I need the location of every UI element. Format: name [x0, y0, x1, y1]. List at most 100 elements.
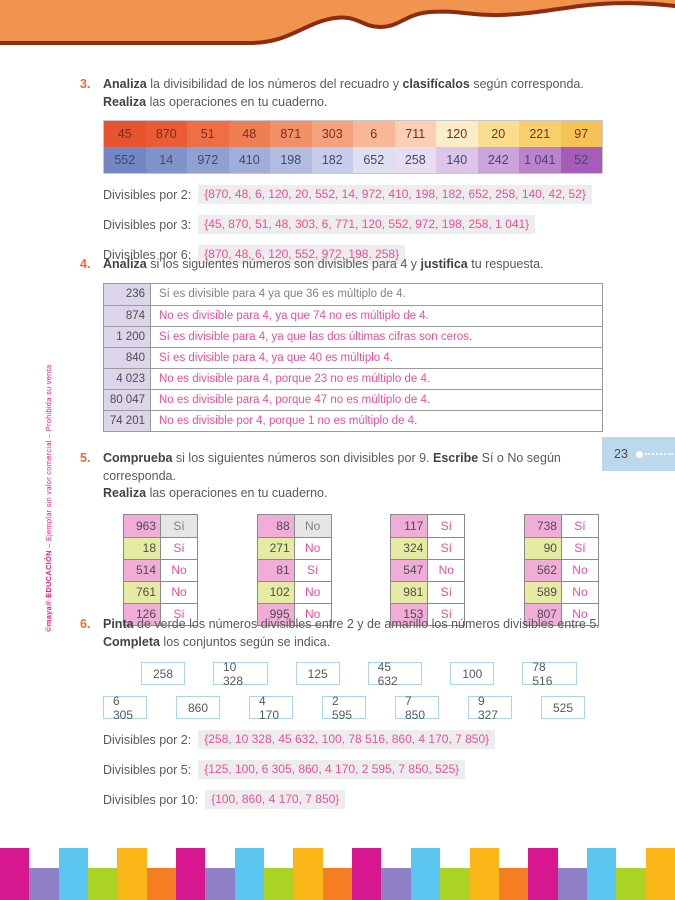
row-answer: Sí: [440, 518, 452, 533]
row-number: 807: [524, 603, 562, 625]
row-number: 80 047: [104, 389, 151, 410]
tab-dotted-line: [644, 453, 673, 455]
exercise-6-box-row-2: 6 305 860 4 170 2 595 7 850 9 327 525: [103, 694, 605, 722]
exercise-3: 3. Analiza la divisibilidad de los númer…: [80, 76, 608, 264]
number-box: 258: [141, 662, 185, 685]
number-box: 4 170: [249, 694, 293, 722]
exercise-6-box-row-1: 258 10 328 125 45 632 100 78 516: [103, 660, 605, 688]
row-answer: Sí: [306, 563, 319, 577]
row-number: 236: [104, 283, 151, 305]
footer-color-blocks: [0, 848, 675, 900]
row-answer: Sí: [574, 518, 586, 533]
row-number: 126: [124, 603, 161, 625]
number-box: 525: [541, 696, 585, 719]
table-row: 88 No: [257, 514, 331, 537]
number-cell: 198: [270, 147, 312, 173]
answer-set-value: {125, 100, 6 305, 860, 4 170, 2 595, 7 8…: [198, 760, 466, 779]
answer-label: Divisibles por 3:: [103, 217, 192, 232]
row-number: 1 200: [104, 326, 151, 347]
number-cell: 258: [394, 147, 436, 173]
answer-set-value: {258, 10 328, 45 632, 100, 78 516, 860, …: [198, 730, 496, 749]
answer-label: Divisibles por 2:: [103, 187, 192, 202]
color-block: [616, 868, 646, 900]
answer-label: Divisibles por 2:: [103, 732, 192, 747]
mini-table: 963 Sí 18 Sí 514 No 761 No 126 Sí: [123, 513, 198, 626]
color-block: [176, 848, 206, 900]
color-block: [381, 868, 411, 900]
answer-set-value: {100, 860, 4 170, 7 850}: [205, 790, 346, 809]
table-row: 81 Sí: [257, 558, 331, 581]
heading-text: la divisibilidad de los números del recu…: [146, 77, 403, 91]
divisible-answer-line: Divisibles por 5: {125, 100, 6 305, 860, …: [103, 760, 605, 779]
row-number: 874: [104, 305, 151, 326]
table-row: 80 047 No es divisible para 4, porque 47 …: [104, 388, 602, 410]
number-cell: 45: [104, 121, 146, 147]
row-justification: Sí es divisible para 4, ya que 40 es múl…: [159, 351, 393, 364]
color-block: [88, 868, 118, 900]
row-number: 840: [104, 347, 151, 368]
table-row: 514 No: [124, 558, 197, 581]
mini-table: 738 Sí 90 Sí 562 No 589 No 807 No: [523, 513, 599, 626]
mini-table: 88 No 271 No 81 Sí 102 No 995 No: [256, 513, 332, 626]
color-block: [0, 848, 30, 900]
number-box: 6 305: [103, 694, 147, 722]
row-number: 74 201: [104, 410, 151, 431]
heading-text: Sí o No según corresponda.: [103, 451, 561, 483]
number-cell: 410: [228, 147, 270, 173]
row-number: 981: [391, 581, 429, 603]
number-cell: 711: [394, 121, 436, 147]
number-box: 860: [176, 696, 220, 719]
heading-bold-word: Analiza: [103, 77, 147, 91]
color-block: [293, 848, 323, 900]
exercise-3-number-grid: 45 870 51 48 871 303 6 711 120 20 221 97 552 14 972 410…: [103, 120, 603, 174]
row-number: 514: [124, 559, 161, 581]
row-answer: No: [171, 585, 187, 599]
row-answer: Sí: [440, 585, 452, 599]
number-cell: 1 041: [519, 147, 561, 173]
copyright-notice: – Ejemplar sin valor comercial – Prohibi…: [44, 364, 53, 551]
row-justification: No es divisible para 4, ya que 74 no es …: [159, 309, 429, 322]
heading-text: según corresponda.: [469, 77, 584, 91]
number-cell: 871: [270, 121, 312, 147]
number-cell: 14: [145, 147, 187, 173]
color-block: [117, 848, 147, 900]
top-wave-decoration: [0, 0, 675, 45]
number-cell: 242: [477, 147, 519, 173]
number-cell: 303: [311, 121, 353, 147]
number-box: 2 595: [322, 694, 366, 722]
row-answer: No: [572, 563, 588, 577]
copyright-sidebar-text: ©maya® EDUCACIÓN – Ejemplar sin valor co…: [44, 278, 53, 632]
page-number-tab: 23: [602, 437, 675, 471]
exercise-4-heading: Analiza si los siguientes números son di…: [103, 256, 605, 274]
number-cell: 870: [145, 121, 187, 147]
answer-label: Divisibles por 6:: [103, 247, 192, 262]
table-row: 840 Sí es divisible para 4, ya que 40 es …: [104, 346, 602, 368]
exercise-5-tables: 963 Sí 18 Sí 514 No 761 No 126 Sí 88 No 271 No 81 Sí 102…: [103, 513, 599, 626]
exercise-5: 5. Comprueba si los siguientes números s…: [80, 450, 608, 626]
number-cell: 52: [560, 147, 602, 173]
number-cell: 182: [311, 147, 353, 173]
number-cell: 51: [187, 121, 229, 147]
color-block: [469, 848, 499, 900]
table-row: 117 Sí: [391, 514, 464, 537]
divisible-answer-line: Divisibles por 10: {100, 860, 4 170, 7 85…: [103, 790, 605, 809]
row-answer: Sí: [161, 514, 197, 537]
number-box: 45 632: [367, 660, 423, 688]
row-answer: No: [438, 563, 454, 577]
table-row: 126 Sí: [124, 602, 197, 625]
answer-set-value: {870, 48, 6, 120, 552, 972, 198, 258}: [198, 245, 406, 264]
row-number: 547: [391, 559, 429, 581]
color-block: [528, 848, 558, 900]
heading-text: las operaciones en tu cuaderno.: [146, 486, 328, 500]
divisible-answer-line: Divisibles por 2: {870, 48, 6, 120, 20, 5…: [103, 185, 605, 204]
row-number: 153: [391, 603, 429, 625]
number-cell: 97: [560, 121, 602, 147]
answer-label: Divisibles por 10:: [103, 792, 199, 807]
table-row: 153 Sí: [391, 602, 465, 625]
exercise-6-heading: Pinta de verde los números divisibles en…: [103, 616, 605, 651]
table-row: 547 No: [391, 558, 465, 581]
tab-dot-icon: [635, 450, 643, 458]
row-number: 18: [124, 537, 161, 559]
color-block: [440, 868, 470, 900]
